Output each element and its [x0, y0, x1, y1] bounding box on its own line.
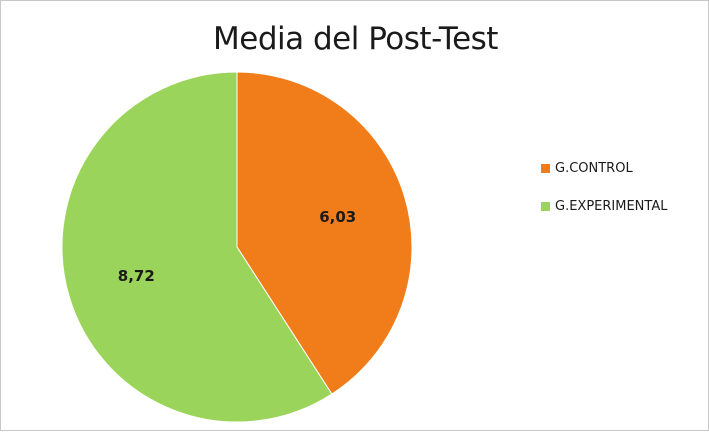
legend-swatch-experimental: [541, 201, 550, 211]
legend: G.CONTROL G.EXPERIMENTAL: [541, 158, 667, 234]
slice-experimental: [61, 71, 333, 423]
data-label-experimental: 8,72: [118, 267, 155, 285]
legend-swatch-control: [541, 163, 550, 173]
chart-title: Media del Post-Test: [213, 21, 498, 57]
legend-item-control: G.CONTROL: [541, 158, 667, 178]
legend-label-experimental: G.EXPERIMENTAL: [555, 198, 668, 214]
slice-control: [236, 71, 413, 395]
legend-label-control: G.CONTROL: [555, 160, 633, 176]
data-label-control: 6,03: [319, 208, 356, 226]
legend-item-experimental: G.EXPERIMENTAL: [541, 196, 667, 216]
